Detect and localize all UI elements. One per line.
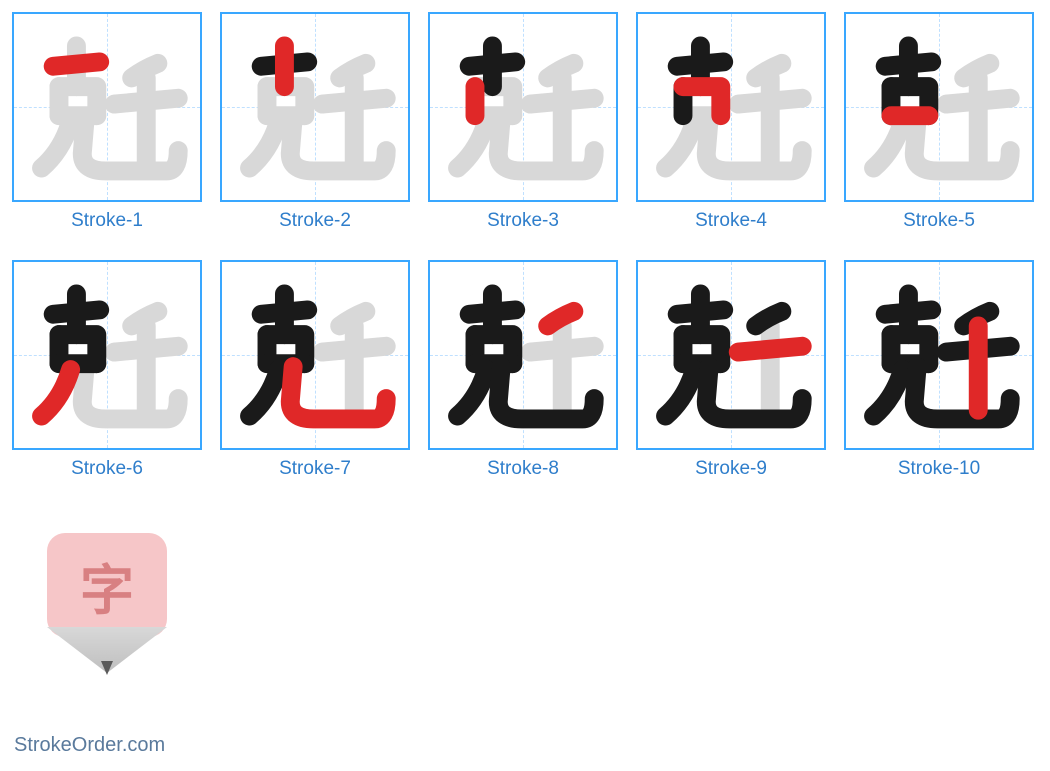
stroke-step-9: Stroke-9 <box>636 260 826 480</box>
character-glyph <box>222 14 408 200</box>
stroke-caption: Stroke-5 <box>903 210 975 232</box>
stroke-caption: Stroke-10 <box>898 458 980 480</box>
stroke-grid: Stroke-1 Stroke-2 Stroke-3 Stroke-4 Stroke-5… <box>12 12 1038 698</box>
stroke-step-4: Stroke-4 <box>636 12 826 232</box>
stroke-caption: Stroke-9 <box>695 458 767 480</box>
stroke-caption: Stroke-1 <box>71 210 143 232</box>
stroke-step-1: Stroke-1 <box>12 12 202 232</box>
stroke-step-6: Stroke-6 <box>12 260 202 480</box>
stroke-step-10: Stroke-10 <box>844 260 1034 480</box>
stroke-step-2: Stroke-2 <box>220 12 410 232</box>
stroke-step-8: Stroke-8 <box>428 260 618 480</box>
stroke-tile <box>428 12 618 202</box>
character-glyph <box>638 262 824 448</box>
stroke-step-7: Stroke-7 <box>220 260 410 480</box>
stroke-tile <box>844 260 1034 450</box>
stroke-tile <box>220 12 410 202</box>
stroke-tile <box>636 12 826 202</box>
character-glyph <box>222 262 408 448</box>
character-glyph <box>638 14 824 200</box>
stroke-caption: Stroke-3 <box>487 210 559 232</box>
character-glyph <box>846 14 1032 200</box>
stroke-tile <box>220 260 410 450</box>
watermark-text: StrokeOrder.com <box>14 734 165 756</box>
pencil-logo-icon: 字 <box>47 533 167 673</box>
stroke-caption: Stroke-6 <box>71 458 143 480</box>
stroke-caption: Stroke-4 <box>695 210 767 232</box>
stroke-step-5: Stroke-5 <box>844 12 1034 232</box>
stroke-caption: Stroke-8 <box>487 458 559 480</box>
stroke-tile <box>12 12 202 202</box>
character-glyph <box>430 14 616 200</box>
stroke-tile <box>428 260 618 450</box>
stroke-tile <box>844 12 1034 202</box>
stroke-tile <box>12 260 202 450</box>
logo-cell: 字 <box>12 508 202 698</box>
watermark: StrokeOrder.com <box>14 734 165 757</box>
stroke-caption: Stroke-2 <box>279 210 351 232</box>
logo-tile: 字 <box>12 508 202 698</box>
character-glyph <box>846 262 1032 448</box>
character-glyph <box>14 14 200 200</box>
character-glyph <box>430 262 616 448</box>
logo-character: 字 <box>47 533 167 637</box>
stroke-caption: Stroke-7 <box>279 458 351 480</box>
character-glyph <box>14 262 200 448</box>
stroke-step-3: Stroke-3 <box>428 12 618 232</box>
stroke-tile <box>636 260 826 450</box>
